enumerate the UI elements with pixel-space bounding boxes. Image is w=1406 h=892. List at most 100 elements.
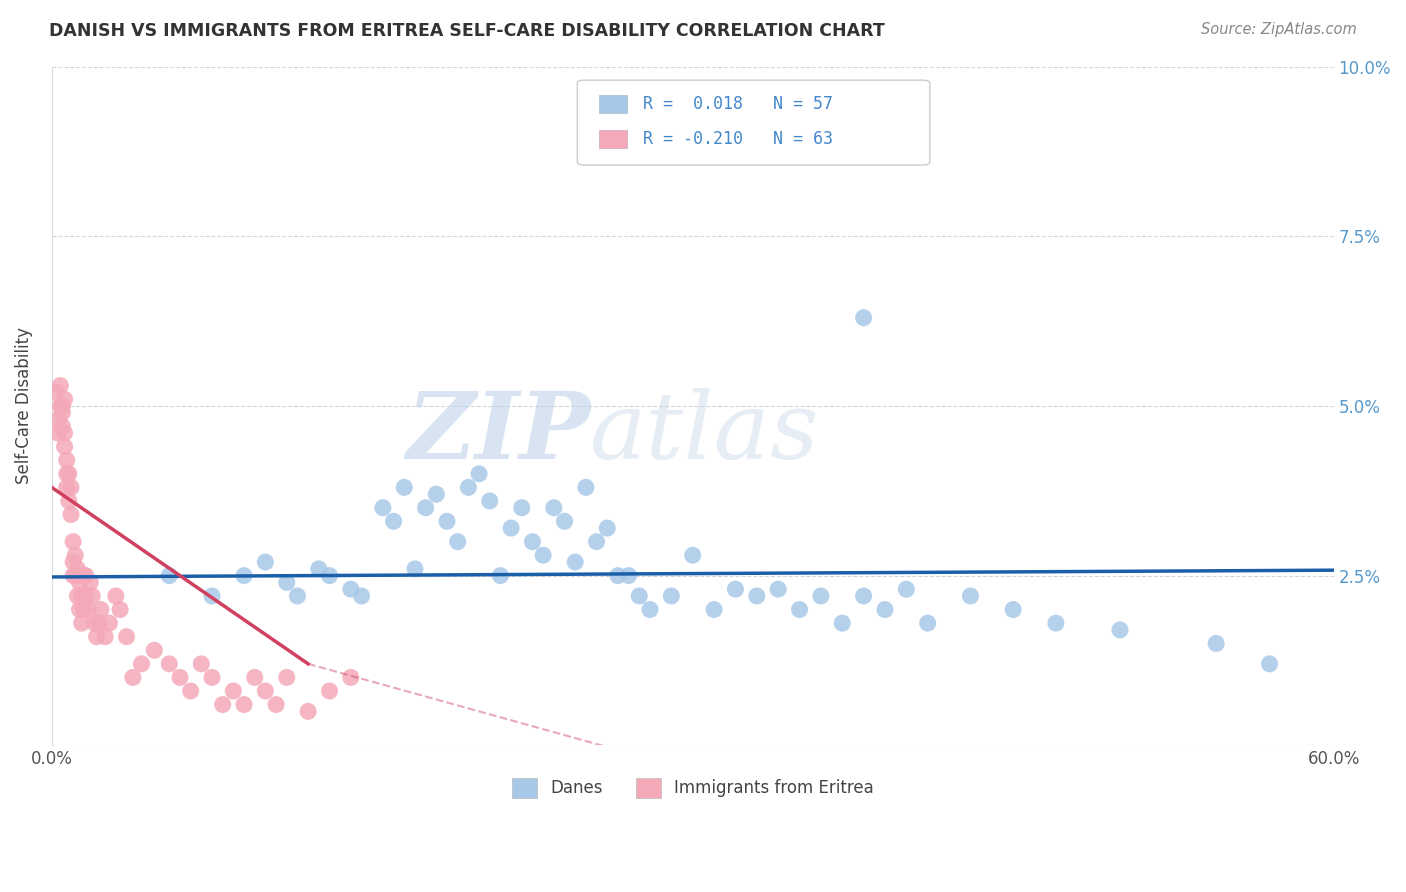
Point [1205, 636, 1227, 650]
Point [62, 555, 84, 569]
Point [264, 698, 287, 712]
Point [233, 698, 256, 712]
Point [98, 616, 121, 631]
Point [86, 630, 108, 644]
Point [49, 399, 72, 413]
Point [233, 568, 256, 582]
Point [564, 555, 586, 569]
Point [243, 670, 266, 684]
Point [415, 500, 437, 515]
Point [318, 684, 340, 698]
Point [51, 406, 73, 420]
Point [87, 616, 110, 631]
Text: R = -0.210   N = 63: R = -0.210 N = 63 [643, 129, 832, 147]
Point [745, 589, 768, 603]
Point [297, 704, 319, 718]
Point [340, 670, 363, 684]
Point [682, 548, 704, 562]
Point [53, 426, 76, 441]
Point [789, 602, 811, 616]
Point [522, 534, 544, 549]
Point [49, 378, 72, 392]
Point [222, 684, 245, 698]
FancyBboxPatch shape [599, 95, 627, 113]
Text: R =  0.018   N = 57: R = 0.018 N = 57 [643, 95, 832, 113]
Point [585, 534, 607, 549]
Point [157, 657, 180, 671]
Point [79, 575, 101, 590]
Point [553, 514, 575, 528]
Point [55, 467, 77, 481]
Point [543, 500, 565, 515]
Legend: Danes, Immigrants from Eritrea: Danes, Immigrants from Eritrea [505, 772, 880, 805]
Point [90, 602, 112, 616]
Point [1258, 657, 1281, 671]
Text: Source: ZipAtlas.com: Source: ZipAtlas.com [1201, 22, 1357, 37]
Point [70, 589, 93, 603]
Point [211, 698, 233, 712]
Text: atlas: atlas [591, 388, 820, 478]
Point [66, 562, 89, 576]
Point [457, 480, 479, 494]
Point [350, 589, 373, 603]
Point [1002, 602, 1025, 616]
Point [873, 602, 896, 616]
Point [82, 589, 104, 603]
Point [896, 582, 918, 597]
Point [766, 582, 789, 597]
Point [628, 589, 651, 603]
Point [190, 657, 212, 671]
Point [58, 494, 80, 508]
Point [382, 514, 405, 528]
Point [65, 568, 87, 582]
Point [62, 568, 84, 582]
Point [55, 480, 77, 494]
Point [94, 630, 117, 644]
Point [371, 500, 394, 515]
Point [318, 568, 340, 582]
Point [53, 440, 76, 454]
Point [703, 602, 725, 616]
Point [831, 616, 853, 631]
Point [617, 568, 640, 582]
Point [143, 643, 166, 657]
Point [852, 310, 875, 325]
Point [425, 487, 447, 501]
Text: DANISH VS IMMIGRANTS FROM ERITREA SELF-CARE DISABILITY CORRELATION CHART: DANISH VS IMMIGRANTS FROM ERITREA SELF-C… [49, 22, 884, 40]
Point [59, 480, 82, 494]
Point [308, 562, 330, 576]
Point [77, 602, 100, 616]
Point [66, 589, 89, 603]
Point [115, 630, 138, 644]
Point [575, 480, 598, 494]
Point [75, 568, 97, 582]
Point [478, 494, 501, 508]
Point [617, 141, 640, 155]
Point [1045, 616, 1067, 631]
Text: ZIP: ZIP [406, 388, 591, 478]
Point [45, 385, 67, 400]
FancyBboxPatch shape [578, 80, 929, 165]
Point [55, 453, 77, 467]
Point [287, 589, 309, 603]
Point [340, 582, 363, 597]
Point [108, 602, 131, 616]
Point [65, 548, 87, 562]
Point [122, 670, 145, 684]
Point [810, 589, 832, 603]
Point [70, 616, 93, 631]
Point [51, 399, 73, 413]
Point [447, 534, 470, 549]
Point [489, 568, 512, 582]
Point [169, 670, 191, 684]
Point [157, 568, 180, 582]
Point [131, 657, 153, 671]
Point [276, 670, 298, 684]
Point [73, 568, 96, 582]
Point [254, 555, 277, 569]
Point [83, 616, 105, 631]
Point [724, 582, 747, 597]
Point [59, 508, 82, 522]
Point [104, 589, 127, 603]
Point [531, 548, 554, 562]
